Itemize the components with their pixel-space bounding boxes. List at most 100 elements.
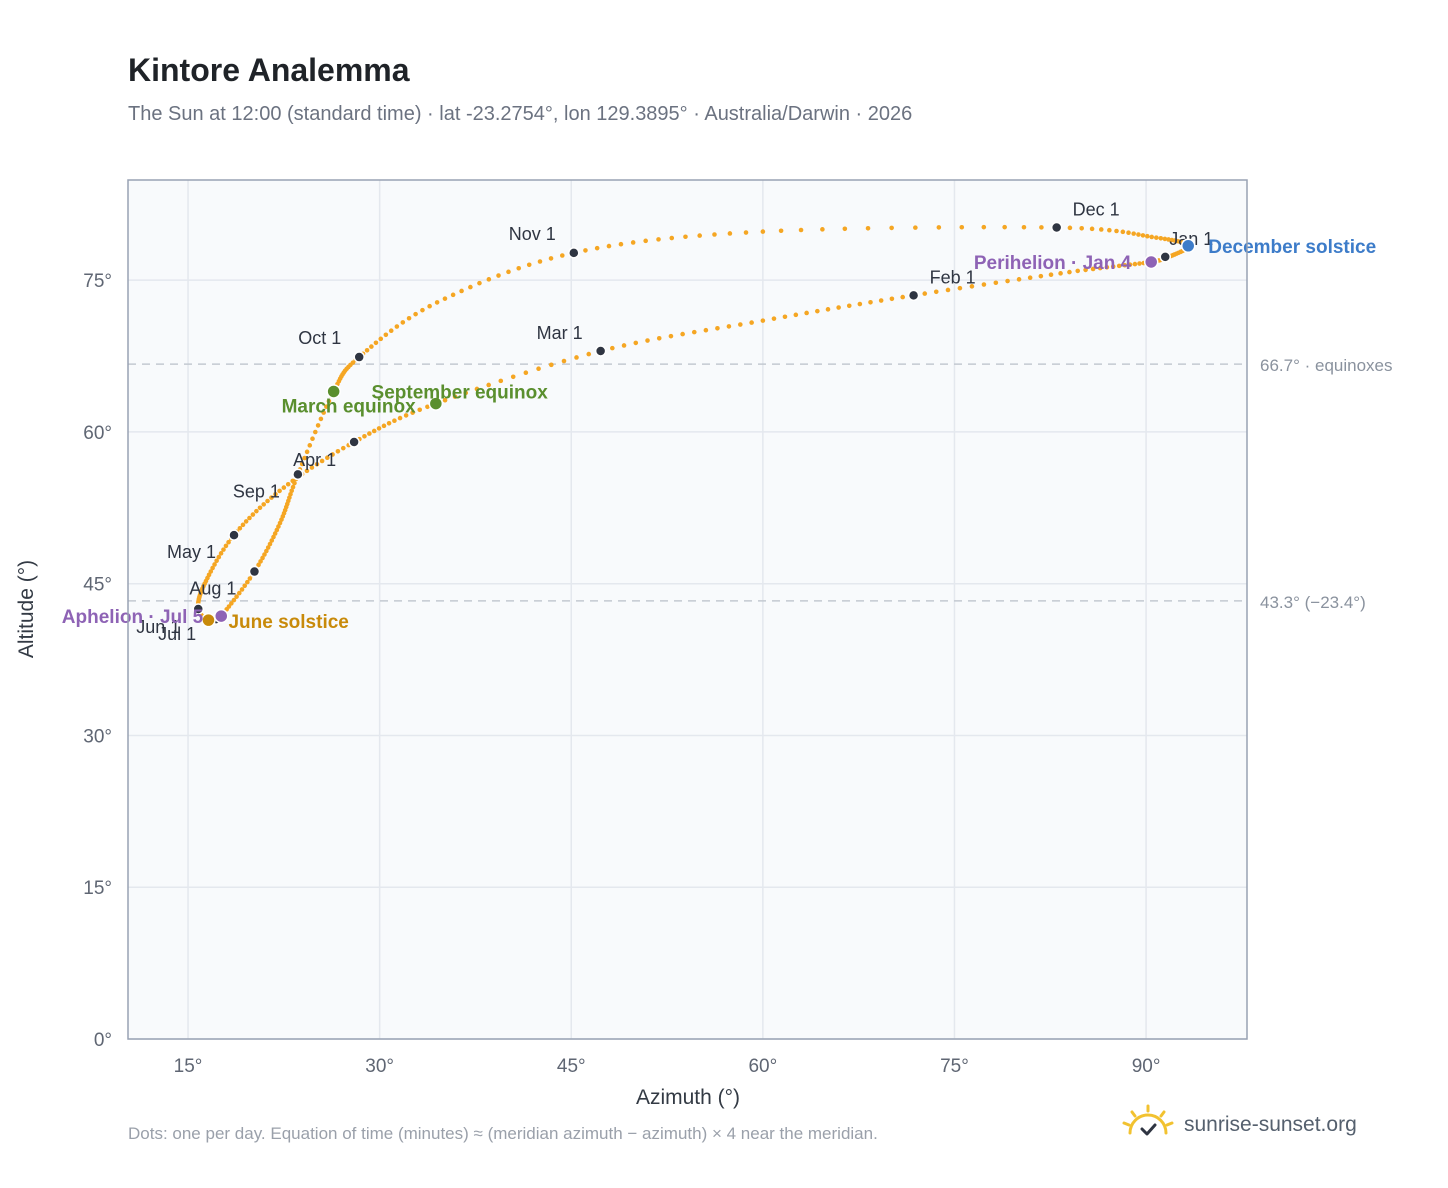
daily-position-dot bbox=[969, 284, 975, 289]
daily-position-dot bbox=[1131, 231, 1136, 236]
daily-position-dot bbox=[959, 224, 965, 230]
daily-position-dot bbox=[216, 554, 222, 560]
daily-position-dot bbox=[362, 434, 367, 439]
month-marker-dot bbox=[568, 247, 580, 259]
daily-position-dot bbox=[857, 301, 863, 307]
daily-position-dot bbox=[1140, 233, 1146, 238]
daily-position-dot bbox=[804, 310, 809, 316]
daily-position-dot bbox=[825, 307, 831, 312]
daily-position-dot bbox=[945, 287, 951, 293]
daily-position-dot bbox=[237, 525, 243, 531]
daily-position-dot bbox=[260, 555, 265, 561]
daily-position-dot bbox=[315, 423, 321, 428]
daily-position-dot bbox=[1114, 228, 1119, 234]
daily-position-dot bbox=[229, 601, 234, 606]
daily-position-dot bbox=[397, 415, 403, 421]
daily-position-dot bbox=[1104, 264, 1110, 270]
daily-position-dot bbox=[425, 404, 430, 410]
daily-position-dot bbox=[459, 288, 464, 294]
month-marker-label: Oct 1 bbox=[298, 328, 341, 348]
event-marker-dot bbox=[201, 612, 216, 628]
daily-position-dot bbox=[254, 508, 259, 514]
daily-position-dot bbox=[793, 312, 799, 318]
daily-position-dot bbox=[450, 292, 456, 298]
daily-position-dot bbox=[321, 410, 326, 415]
daily-position-dot bbox=[218, 551, 224, 556]
daily-position-dot bbox=[621, 343, 627, 348]
event-marker-dot bbox=[1143, 254, 1159, 270]
daily-position-dot bbox=[376, 426, 382, 431]
y-tick-label: 75° bbox=[83, 271, 112, 292]
daily-position-dot bbox=[618, 241, 624, 247]
daily-position-dot bbox=[715, 325, 720, 331]
daily-position-dot bbox=[574, 355, 579, 360]
daily-position-dot bbox=[594, 245, 600, 251]
event-marker-label: December solstice bbox=[1208, 237, 1376, 258]
reference-lines: 66.7° · equinoxes 43.3° (−23.4°) bbox=[128, 356, 1393, 612]
x-tick-label: 90° bbox=[1132, 1056, 1161, 1077]
daily-position-dot bbox=[304, 449, 310, 455]
daily-position-dot bbox=[496, 273, 501, 278]
daily-position-dot bbox=[798, 227, 804, 233]
daily-position-dot bbox=[633, 340, 639, 346]
month-marker-dot bbox=[248, 565, 261, 578]
daily-position-dot bbox=[957, 285, 963, 291]
y-tick-label: 15° bbox=[83, 878, 112, 899]
daily-position-dot bbox=[388, 328, 394, 333]
daily-position-dot bbox=[214, 558, 219, 564]
daily-position-dot bbox=[442, 397, 448, 403]
daily-position-dot bbox=[1039, 225, 1044, 230]
daily-position-dot bbox=[1021, 224, 1027, 230]
daily-position-dot bbox=[272, 531, 278, 536]
daily-position-dot bbox=[276, 524, 281, 529]
daily-position-dot bbox=[645, 338, 650, 343]
event-marker-label: Perihelion · Jan 4 bbox=[974, 253, 1132, 274]
daily-position-dot bbox=[477, 280, 482, 286]
reference-line-label: 66.7° · equinoxes bbox=[1260, 356, 1393, 375]
daily-position-dot bbox=[1016, 277, 1022, 282]
daily-position-dot bbox=[1067, 225, 1073, 231]
daily-position-dot bbox=[936, 225, 942, 230]
reference-line-label: 43.3° (−23.4°) bbox=[1260, 593, 1366, 612]
daily-position-dot bbox=[669, 235, 675, 241]
month-marker-dot bbox=[292, 468, 304, 481]
y-tick-label: 60° bbox=[83, 423, 112, 444]
daily-position-dot bbox=[820, 227, 825, 232]
x-tick-label: 60° bbox=[748, 1056, 777, 1077]
daily-position-dot bbox=[256, 562, 261, 568]
daily-position-dot bbox=[299, 461, 305, 467]
month-marker-dot bbox=[594, 345, 607, 357]
daily-position-dot bbox=[417, 407, 423, 413]
daily-position-dot bbox=[265, 545, 271, 550]
daily-position-dot bbox=[486, 382, 491, 388]
daily-position-dot bbox=[510, 374, 516, 380]
daily-position-dot bbox=[250, 512, 256, 517]
daily-position-dot bbox=[1136, 232, 1141, 237]
plot-frame bbox=[127, 179, 1248, 1040]
daily-position-dot bbox=[1158, 236, 1164, 241]
daily-position-dot bbox=[463, 390, 469, 396]
daily-position-dot bbox=[269, 495, 274, 500]
month-marker-label: Mar 1 bbox=[537, 323, 583, 343]
event-marker-label: September equinox bbox=[372, 383, 549, 404]
daily-position-dot bbox=[318, 416, 324, 422]
month-marker-label: Aug 1 bbox=[189, 579, 236, 599]
daily-position-dot bbox=[1005, 278, 1010, 284]
daily-position-dot bbox=[506, 269, 511, 275]
daily-position-dot bbox=[269, 538, 275, 543]
daily-position-dot bbox=[680, 331, 685, 337]
daily-position-dot bbox=[371, 428, 377, 434]
daily-position-dot bbox=[413, 311, 418, 317]
daily-position-dot bbox=[240, 522, 246, 528]
x-tick-label: 75° bbox=[940, 1056, 969, 1077]
daily-position-dot bbox=[226, 539, 231, 545]
daily-position-dot bbox=[1145, 233, 1150, 239]
daily-position-dot bbox=[330, 452, 335, 457]
y-axis-label: Altitude (°) bbox=[15, 560, 38, 658]
brand-logo[interactable]: sunrise-sunset.org bbox=[1120, 1103, 1357, 1147]
daily-position-dot bbox=[247, 576, 253, 581]
daily-position-dot bbox=[889, 225, 894, 231]
daily-position-dot bbox=[782, 314, 788, 320]
daily-position-dot bbox=[319, 458, 325, 464]
